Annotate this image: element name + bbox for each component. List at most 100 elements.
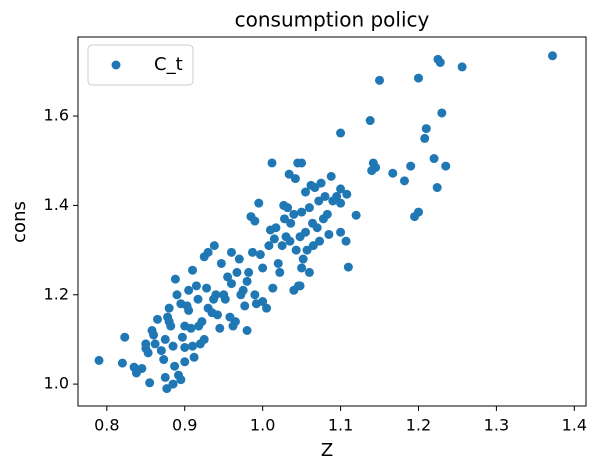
point	[388, 168, 398, 178]
point	[316, 178, 326, 188]
point	[238, 285, 248, 295]
legend-marker	[111, 60, 121, 70]
point	[223, 272, 233, 282]
point	[332, 191, 342, 201]
x-tick-label: 1.4	[562, 416, 587, 435]
x-tick-label: 1.1	[328, 416, 353, 435]
point	[297, 263, 307, 273]
point	[264, 241, 274, 251]
point	[312, 223, 322, 233]
point	[301, 227, 311, 237]
point	[336, 184, 346, 194]
y-tick-label: 1.4	[44, 195, 69, 214]
point	[180, 357, 190, 367]
point	[437, 108, 447, 118]
point	[336, 128, 346, 138]
point	[168, 341, 178, 351]
point	[421, 124, 431, 134]
point	[365, 116, 375, 126]
point	[291, 245, 301, 255]
point	[248, 247, 258, 257]
point	[254, 198, 264, 208]
point	[216, 258, 226, 268]
y-tick-label: 1.2	[44, 284, 69, 303]
point	[269, 234, 279, 244]
point	[152, 314, 162, 324]
point	[215, 323, 225, 333]
point	[297, 158, 307, 168]
x-tick-label: 1.2	[406, 416, 431, 435]
legend-box	[87, 44, 194, 86]
point	[277, 241, 287, 251]
point	[172, 290, 182, 300]
point	[297, 207, 307, 217]
point	[166, 321, 176, 331]
point	[189, 352, 199, 362]
point	[322, 209, 332, 219]
point	[117, 358, 127, 368]
point	[176, 375, 186, 385]
point	[180, 342, 190, 352]
point	[184, 305, 194, 315]
point	[258, 263, 268, 273]
point	[457, 62, 467, 72]
point	[170, 361, 180, 371]
point	[547, 51, 557, 61]
point	[310, 183, 320, 193]
point	[298, 254, 308, 264]
point	[202, 283, 212, 293]
point	[168, 379, 178, 389]
point	[197, 317, 207, 327]
point	[170, 274, 180, 284]
y-tick-label: 1.6	[44, 106, 69, 125]
point	[184, 285, 194, 295]
point	[150, 339, 160, 349]
point	[177, 332, 187, 342]
point	[304, 203, 314, 213]
point	[250, 290, 260, 300]
x-tick-label: 1.3	[484, 416, 509, 435]
point	[343, 262, 353, 272]
point	[212, 310, 222, 320]
point	[410, 212, 420, 222]
point	[232, 267, 242, 277]
point	[230, 317, 240, 327]
point	[149, 330, 159, 340]
point	[271, 223, 281, 233]
point	[289, 209, 299, 219]
point	[160, 372, 170, 382]
point	[304, 267, 314, 277]
point	[193, 294, 203, 304]
plot-frame	[77, 36, 587, 407]
point	[226, 279, 236, 289]
point	[188, 265, 198, 275]
point	[429, 154, 439, 164]
point	[441, 161, 451, 171]
point	[203, 247, 213, 257]
point	[351, 210, 361, 220]
point	[226, 247, 236, 257]
legend-label: C_t	[154, 54, 183, 75]
point	[242, 276, 252, 286]
x-tick-label: 0.8	[94, 416, 119, 435]
point	[234, 254, 244, 264]
point	[250, 216, 260, 226]
point	[326, 171, 336, 181]
point	[336, 198, 346, 208]
point	[283, 203, 293, 213]
point	[406, 161, 416, 171]
point	[211, 290, 221, 300]
point	[141, 339, 151, 349]
x-tick-label: 0.9	[172, 416, 197, 435]
point	[267, 158, 277, 168]
point	[120, 332, 130, 342]
point	[255, 250, 265, 260]
point	[180, 321, 190, 331]
point	[341, 236, 351, 246]
y-axis-label: cons	[9, 201, 30, 243]
point	[286, 218, 296, 228]
point	[336, 227, 346, 237]
point	[279, 214, 289, 224]
point	[399, 176, 409, 186]
